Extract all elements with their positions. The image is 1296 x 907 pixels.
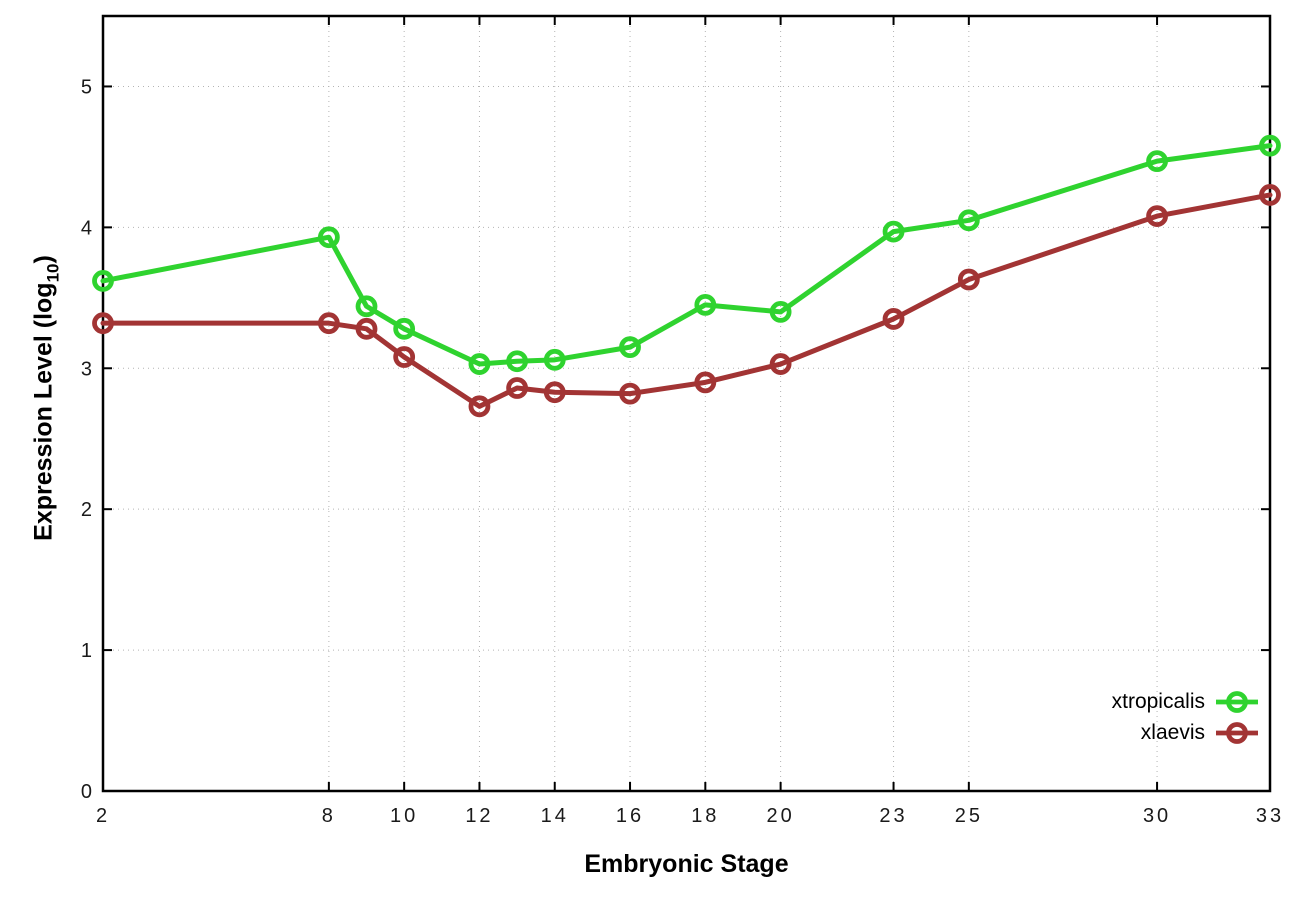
data-point-xlaevis bbox=[1259, 184, 1281, 206]
data-point-xlaevis bbox=[506, 377, 528, 399]
y-axis-title: Expression Level (log10) bbox=[29, 255, 63, 541]
data-point-xlaevis bbox=[1146, 205, 1168, 227]
data-point-xlaevis bbox=[317, 312, 340, 335]
y-tick-label: 2 bbox=[81, 499, 92, 521]
y-axis-title-text: Expression Level (log bbox=[29, 282, 58, 541]
legend-label-xlaevis: xlaevis bbox=[1140, 721, 1205, 744]
y-tick-label: 4 bbox=[81, 217, 92, 239]
x-tick-label: 10 bbox=[390, 805, 418, 827]
x-tick-label: 23 bbox=[879, 805, 907, 827]
data-point-xlaevis bbox=[393, 346, 416, 368]
x-tick-label: 14 bbox=[541, 805, 569, 827]
x-tick-label: 12 bbox=[465, 805, 493, 827]
data-point-xtropicalis bbox=[317, 226, 340, 249]
series-line-xlaevis bbox=[100, 192, 1273, 409]
data-point-xlaevis bbox=[468, 395, 491, 418]
data-point-xlaevis bbox=[355, 317, 378, 340]
x-tick-label: 16 bbox=[616, 805, 644, 827]
legend-sample-icon bbox=[1216, 690, 1258, 713]
data-point-xlaevis bbox=[92, 312, 114, 335]
y-axis-title-suffix: ) bbox=[29, 255, 58, 264]
data-point-xtropicalis bbox=[1146, 150, 1168, 173]
data-point-xlaevis bbox=[957, 268, 980, 291]
x-tick-label: 30 bbox=[1143, 805, 1171, 827]
y-axis-title-subscript: 10 bbox=[43, 263, 63, 283]
x-axis-title-text: Embryonic Stage bbox=[584, 850, 789, 878]
data-point-xlaevis bbox=[543, 381, 566, 404]
data-point-xlaevis bbox=[619, 382, 641, 405]
data-point-xtropicalis bbox=[355, 295, 378, 318]
data-point-xtropicalis bbox=[393, 317, 416, 340]
data-point-xtropicalis bbox=[506, 350, 528, 373]
data-point-xtropicalis bbox=[882, 220, 905, 243]
data-point-xtropicalis bbox=[769, 301, 792, 323]
data-point-xtropicalis bbox=[619, 336, 641, 359]
series-line-xtropicalis bbox=[100, 143, 1273, 367]
x-tick-label: 18 bbox=[691, 805, 719, 827]
data-point-xtropicalis bbox=[694, 293, 717, 316]
legend-item-xtropicalis: xtropicalis bbox=[1112, 686, 1260, 717]
legend: xtropicalis xlaevis bbox=[1112, 686, 1260, 748]
y-tick-label: 3 bbox=[81, 358, 92, 380]
x-tick-label: 8 bbox=[322, 805, 336, 827]
data-point-xtropicalis bbox=[1259, 134, 1281, 157]
data-point-xtropicalis bbox=[468, 353, 491, 375]
x-tick-label: 20 bbox=[766, 805, 794, 827]
y-tick-label: 5 bbox=[81, 76, 92, 98]
y-tick-label: 1 bbox=[81, 640, 92, 662]
x-tick-label: 2 bbox=[96, 805, 110, 827]
plot-border bbox=[101, 14, 1272, 793]
y-tick-label: 0 bbox=[81, 781, 92, 803]
x-tick-label: 25 bbox=[955, 805, 983, 827]
x-axis-title: Embryonic Stage bbox=[103, 850, 1270, 879]
data-point-xtropicalis bbox=[92, 270, 114, 292]
data-point-xtropicalis bbox=[957, 209, 980, 232]
data-point-xlaevis bbox=[694, 371, 717, 394]
x-tick-label: 33 bbox=[1256, 805, 1284, 827]
data-point-xlaevis bbox=[769, 353, 792, 375]
legend-label-xtropicalis: xtropicalis bbox=[1111, 690, 1205, 713]
data-point-xlaevis bbox=[882, 308, 905, 330]
legend-sample-icon bbox=[1216, 721, 1258, 744]
data-point-xtropicalis bbox=[543, 348, 566, 371]
legend-item-xlaevis: xlaevis bbox=[1141, 717, 1260, 748]
